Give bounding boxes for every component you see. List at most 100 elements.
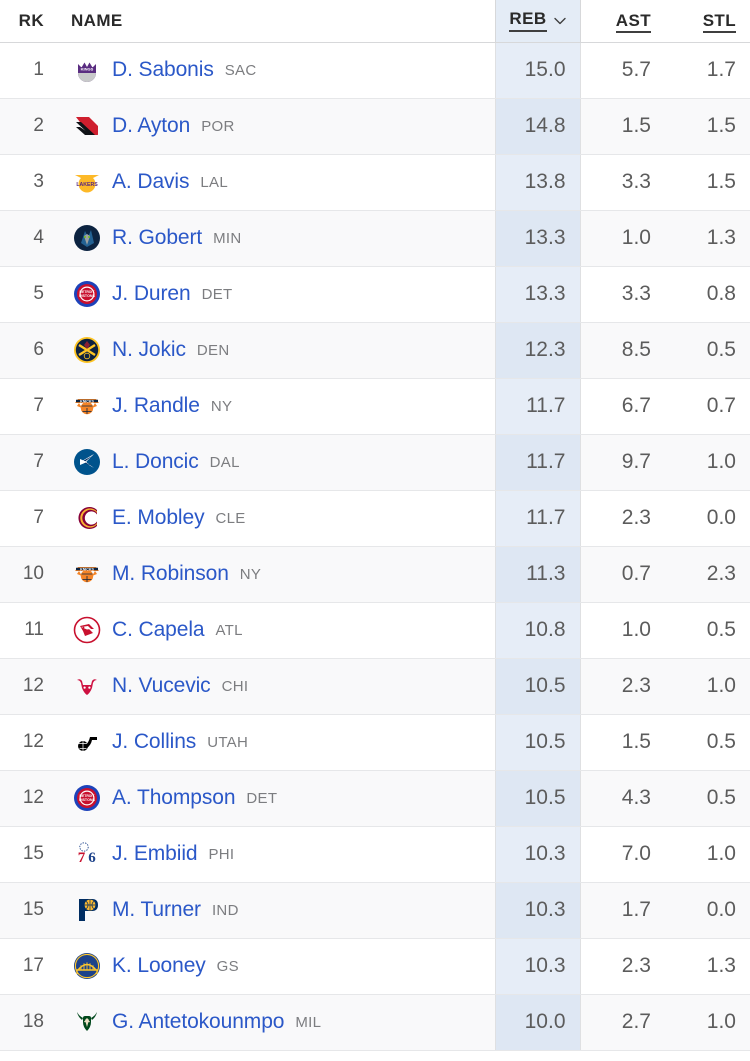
team-abbreviation: UTAH bbox=[207, 733, 249, 751]
rank-cell: 10 bbox=[0, 546, 52, 603]
column-header-name[interactable]: NAME bbox=[52, 0, 495, 43]
team-abbreviation: DEN bbox=[196, 341, 230, 359]
player-name-link[interactable]: J. Embiid bbox=[112, 842, 198, 865]
reb-cell: 14.8 bbox=[494, 98, 581, 155]
player-cell: G. Antetokounmpo MIL bbox=[52, 994, 495, 1051]
column-header-stl[interactable]: STL bbox=[665, 0, 750, 43]
player-name-link[interactable]: K. Looney bbox=[112, 954, 206, 977]
svg-text:KNICKS: KNICKS bbox=[80, 567, 94, 571]
column-header-reb-label: REB bbox=[509, 9, 547, 33]
table-row[interactable]: 12 DETROIT PISTONS A. Thompson DET 10.5 4.3 0.5… bbox=[0, 770, 750, 827]
stl-cell: 0.5 bbox=[665, 714, 750, 771]
player-cell: L. Doncic DAL bbox=[52, 434, 495, 491]
player-name-link[interactable]: M. Robinson bbox=[112, 562, 229, 585]
column-header-ast[interactable]: AST bbox=[580, 0, 665, 43]
player-cell: R. Gobert MIN bbox=[52, 210, 495, 267]
rank-cell: 17 bbox=[0, 938, 52, 995]
player-name-link[interactable]: J. Collins bbox=[112, 730, 197, 753]
column-header-reb[interactable]: REB bbox=[494, 0, 581, 43]
column-header-rank[interactable]: RK bbox=[0, 0, 52, 43]
ast-cell: 1.5 bbox=[580, 98, 665, 155]
ast-cell: 5.7 bbox=[580, 42, 665, 99]
ast-cell: 2.3 bbox=[580, 658, 665, 715]
player-name-link[interactable]: C. Capela bbox=[112, 618, 205, 641]
ast-cell: 7.0 bbox=[580, 826, 665, 883]
team-abbreviation: CHI bbox=[221, 677, 249, 695]
stl-cell: 1.5 bbox=[665, 154, 750, 211]
player-name-link[interactable]: A. Thompson bbox=[112, 786, 236, 809]
player-name-link[interactable]: R. Gobert bbox=[112, 226, 203, 249]
rank-cell: 2 bbox=[0, 98, 52, 155]
svg-text:DETROIT: DETROIT bbox=[80, 794, 96, 798]
pistons-logo: DETROIT PISTONS bbox=[71, 782, 103, 814]
player-name-link[interactable]: N. Jokic bbox=[112, 338, 186, 361]
reb-cell: 11.3 bbox=[494, 546, 581, 603]
reb-cell: 13.3 bbox=[494, 266, 581, 323]
reb-cell: 10.3 bbox=[494, 882, 581, 939]
stl-cell: 1.0 bbox=[665, 658, 750, 715]
reb-cell: 10.3 bbox=[494, 938, 581, 995]
svg-text:LAKERS: LAKERS bbox=[76, 182, 98, 188]
team-abbreviation: NY bbox=[239, 565, 262, 583]
team-abbreviation: GS bbox=[216, 957, 239, 975]
stl-cell: 0.5 bbox=[665, 322, 750, 379]
svg-text:PISTONS: PISTONS bbox=[79, 798, 95, 802]
player-name-link[interactable]: N. Vucevic bbox=[112, 674, 211, 697]
player-name-link[interactable]: A. Davis bbox=[112, 170, 190, 193]
stl-cell: 0.8 bbox=[665, 266, 750, 323]
player-name-link[interactable]: J. Randle bbox=[112, 394, 200, 417]
player-name-link[interactable]: D. Ayton bbox=[112, 114, 191, 137]
stl-cell: 0.7 bbox=[665, 378, 750, 435]
stl-cell: 0.0 bbox=[665, 490, 750, 547]
timberwolves-logo bbox=[71, 222, 103, 254]
pacers-logo bbox=[71, 894, 103, 926]
column-header-name-label: NAME bbox=[71, 10, 123, 30]
player-name-link[interactable]: G. Antetokounmpo bbox=[112, 1010, 285, 1033]
player-name-link[interactable]: E. Mobley bbox=[112, 506, 205, 529]
reb-cell: 11.7 bbox=[494, 434, 581, 491]
warriors-logo bbox=[71, 950, 103, 982]
reb-cell: 10.3 bbox=[494, 826, 581, 883]
player-cell: K. Looney GS bbox=[52, 938, 495, 995]
rank-cell: 1 bbox=[0, 42, 52, 99]
reb-cell: 10.5 bbox=[494, 658, 581, 715]
stl-cell: 0.5 bbox=[665, 602, 750, 659]
rank-cell: 7 bbox=[0, 434, 52, 491]
player-name-link[interactable]: D. Sabonis bbox=[112, 58, 214, 81]
player-name-link[interactable]: L. Doncic bbox=[112, 450, 199, 473]
ast-cell: 8.5 bbox=[580, 322, 665, 379]
rank-cell: 18 bbox=[0, 994, 52, 1051]
player-name-link[interactable]: J. Duren bbox=[112, 282, 191, 305]
svg-text:PISTONS: PISTONS bbox=[79, 294, 95, 298]
svg-text:KNICKS: KNICKS bbox=[80, 399, 94, 403]
ast-cell: 3.3 bbox=[580, 266, 665, 323]
rank-cell: 7 bbox=[0, 490, 52, 547]
player-cell: 7 6 J. Embiid PHI bbox=[52, 826, 495, 883]
player-name-link[interactable]: M. Turner bbox=[112, 898, 201, 921]
cavaliers-logo bbox=[71, 502, 103, 534]
reb-cell: 11.7 bbox=[494, 490, 581, 547]
ast-cell: 3.3 bbox=[580, 154, 665, 211]
rank-cell: 7 bbox=[0, 378, 52, 435]
team-abbreviation: MIN bbox=[213, 229, 242, 247]
